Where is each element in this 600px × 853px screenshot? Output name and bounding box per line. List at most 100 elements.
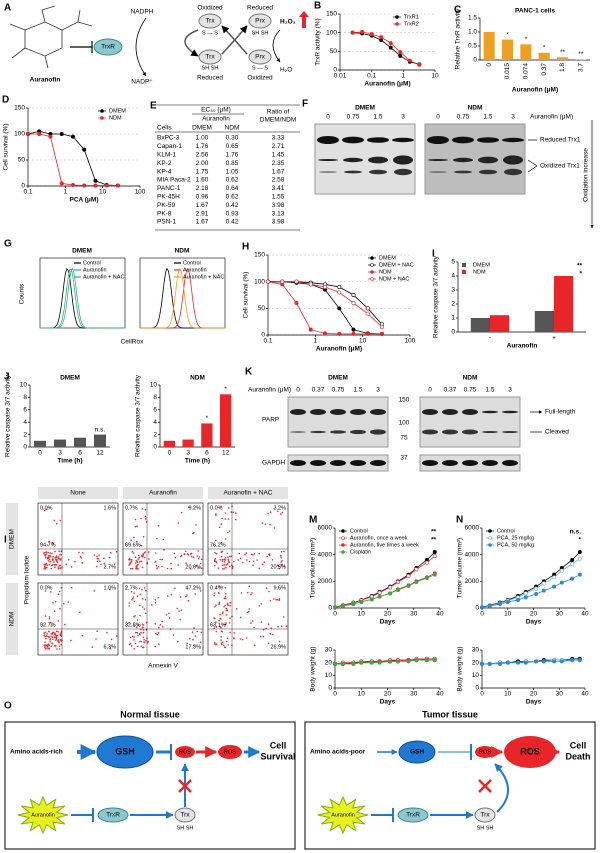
table-cell: 2.71: [272, 143, 285, 150]
event-dot: [48, 556, 50, 559]
table-cell: 2.91: [196, 210, 209, 217]
event-dot: [219, 625, 221, 628]
event-dot: [170, 567, 172, 570]
table-cell: 1.00: [196, 135, 209, 142]
data-point: [395, 659, 400, 664]
event-dot: [142, 646, 145, 649]
event-dot: [250, 553, 253, 556]
annotation: **: [431, 529, 437, 536]
legend-marker: [341, 529, 345, 533]
event-dot: [201, 558, 203, 561]
table-cell: 2.18: [196, 185, 209, 192]
event-dot: [223, 644, 225, 647]
quadrant-label: 47.2%: [185, 585, 201, 591]
data-point: [70, 182, 75, 187]
event-dot: [144, 599, 147, 601]
plot-frame: [207, 502, 289, 576]
quadrant-label: 26.9%: [270, 644, 286, 650]
event-dot: [50, 625, 52, 627]
event-dot: [260, 621, 263, 623]
y-tick-label: 0.5: [468, 43, 477, 50]
event-dot: [185, 595, 187, 598]
event-dot: [140, 560, 143, 563]
data-point: [523, 595, 528, 600]
table-cell: 0.62: [226, 194, 239, 201]
event-dot: [57, 556, 60, 558]
event-dot: [151, 604, 153, 606]
y-tick-label: 0: [23, 444, 27, 451]
data-point: [104, 183, 109, 188]
quadrant-label: 0.0%: [210, 505, 223, 511]
event-dot: [262, 629, 265, 631]
band: [350, 429, 366, 435]
event-dot: [43, 553, 45, 555]
event-dot: [276, 599, 279, 601]
band: [482, 460, 498, 466]
band-pointer: [527, 165, 538, 173]
legend-label: Auranofin, once a week: [350, 535, 408, 541]
tissue-title: Tumor tissue: [422, 709, 478, 719]
compound-name: Auranofin: [30, 77, 61, 84]
event-dot: [44, 615, 47, 617]
event-dot: [273, 598, 275, 600]
x-tick-label: 20: [384, 691, 392, 698]
quadrant-label: 0.0%: [40, 505, 53, 511]
protein-label: GAPDH: [262, 460, 285, 467]
data-point: [294, 300, 299, 305]
panel-letter: M: [309, 515, 317, 526]
event-dot: [141, 508, 144, 510]
event-dot: [269, 600, 272, 602]
x-tick-label: 0.1: [23, 189, 32, 196]
y-tick-label: 50: [18, 157, 26, 164]
data-point: [332, 661, 337, 666]
event-dot: [56, 634, 59, 637]
y-tick-label: 2000: [318, 578, 333, 585]
event-dot: [79, 611, 81, 614]
table-cell: KP-2: [157, 160, 172, 167]
event-dot: [138, 560, 141, 563]
data-point: [351, 292, 356, 297]
y-axis-label: Cell survival (%): [3, 124, 10, 171]
legend-label: Cisplatin: [350, 549, 371, 555]
panel-letter: D: [2, 95, 9, 106]
legend-label: DMEM + NAC: [379, 262, 414, 268]
event-dot: [74, 560, 76, 563]
event-dot: [136, 595, 139, 597]
event-dot: [190, 552, 193, 555]
event-dot: [271, 559, 274, 561]
event-dot: [56, 559, 58, 561]
legend-label: DMEM: [379, 255, 396, 261]
quadrant-label: 9.2%: [188, 505, 201, 511]
y-tick-label: 1.0: [468, 29, 477, 36]
event-dot: [252, 564, 254, 566]
event-dot: [246, 559, 248, 561]
event-dot: [283, 550, 285, 553]
plot-frame: [37, 582, 119, 656]
table-cell: 0.42: [226, 202, 239, 209]
event-dot: [50, 633, 52, 635]
data-point: [359, 660, 364, 665]
event-dot: [265, 587, 268, 589]
protein-reduced: [198, 49, 222, 65]
lane-label: 3: [401, 114, 405, 121]
legend-marker: [370, 270, 374, 274]
event-dot: [131, 550, 134, 553]
event-dot: [234, 512, 237, 514]
event-dot: [173, 552, 176, 555]
event-dot: [142, 629, 145, 631]
event-dot: [49, 638, 51, 640]
event-dot: [178, 610, 180, 612]
event-dot: [224, 597, 227, 600]
event-dot: [248, 585, 251, 588]
band: [330, 460, 346, 466]
condition-label: NDM: [468, 105, 483, 112]
condition-label: NDM: [175, 248, 190, 255]
event-dot: [275, 598, 278, 601]
legend-label: Auranofin + NAC: [83, 274, 124, 280]
increase-arrow: [299, 11, 309, 28]
band: [462, 460, 478, 466]
y-tick-label: 50: [258, 305, 266, 312]
bar: [490, 315, 510, 332]
y-tick-label: 6: [23, 407, 27, 414]
bar: [54, 439, 66, 447]
